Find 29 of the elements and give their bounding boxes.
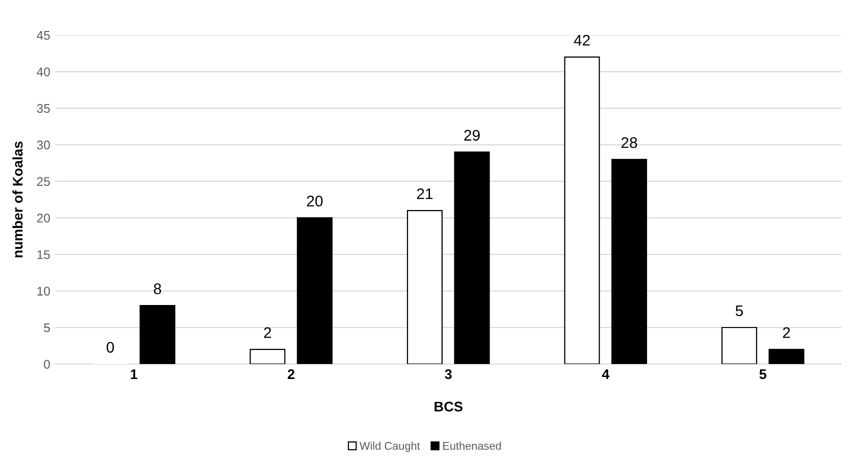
data-label: 42 [574, 34, 590, 46]
x-axis-title: BCS [434, 402, 462, 412]
y-tick-label: 0 [44, 360, 50, 369]
y-tick-label: 20 [37, 214, 50, 223]
data-label: 5 [736, 305, 743, 316]
y-tick-label: 10 [37, 286, 50, 296]
y-tick-label: 15 [37, 250, 50, 260]
data-label: 8 [154, 283, 162, 294]
x-tick-label: 1 [130, 369, 138, 379]
data-label: 21 [417, 188, 433, 200]
data-label: 20 [306, 196, 323, 207]
data-label: 2 [264, 327, 272, 338]
y-tick-label: 5 [44, 323, 50, 332]
x-tick-label: 3 [444, 369, 452, 380]
data-label: 29 [464, 130, 480, 141]
y-tick-label: 35 [36, 104, 50, 113]
data-label: 28 [621, 137, 638, 148]
x-tick-label: 2 [288, 369, 294, 379]
data-label: 2 [782, 327, 790, 338]
y-tick-label: 25 [37, 177, 50, 186]
legend-label: Wild Caught [360, 442, 420, 452]
y-tick-label: 40 [36, 67, 50, 76]
y-axis-title: number of Koalas [12, 142, 23, 258]
x-tick-label: 5 [759, 369, 766, 380]
y-tick-label: 45 [36, 31, 50, 40]
x-tick-label: 4 [602, 369, 610, 379]
y-tick-label: 30 [36, 140, 50, 150]
data-label: 0 [106, 342, 114, 353]
legend-label: Euthenased [443, 442, 501, 450]
